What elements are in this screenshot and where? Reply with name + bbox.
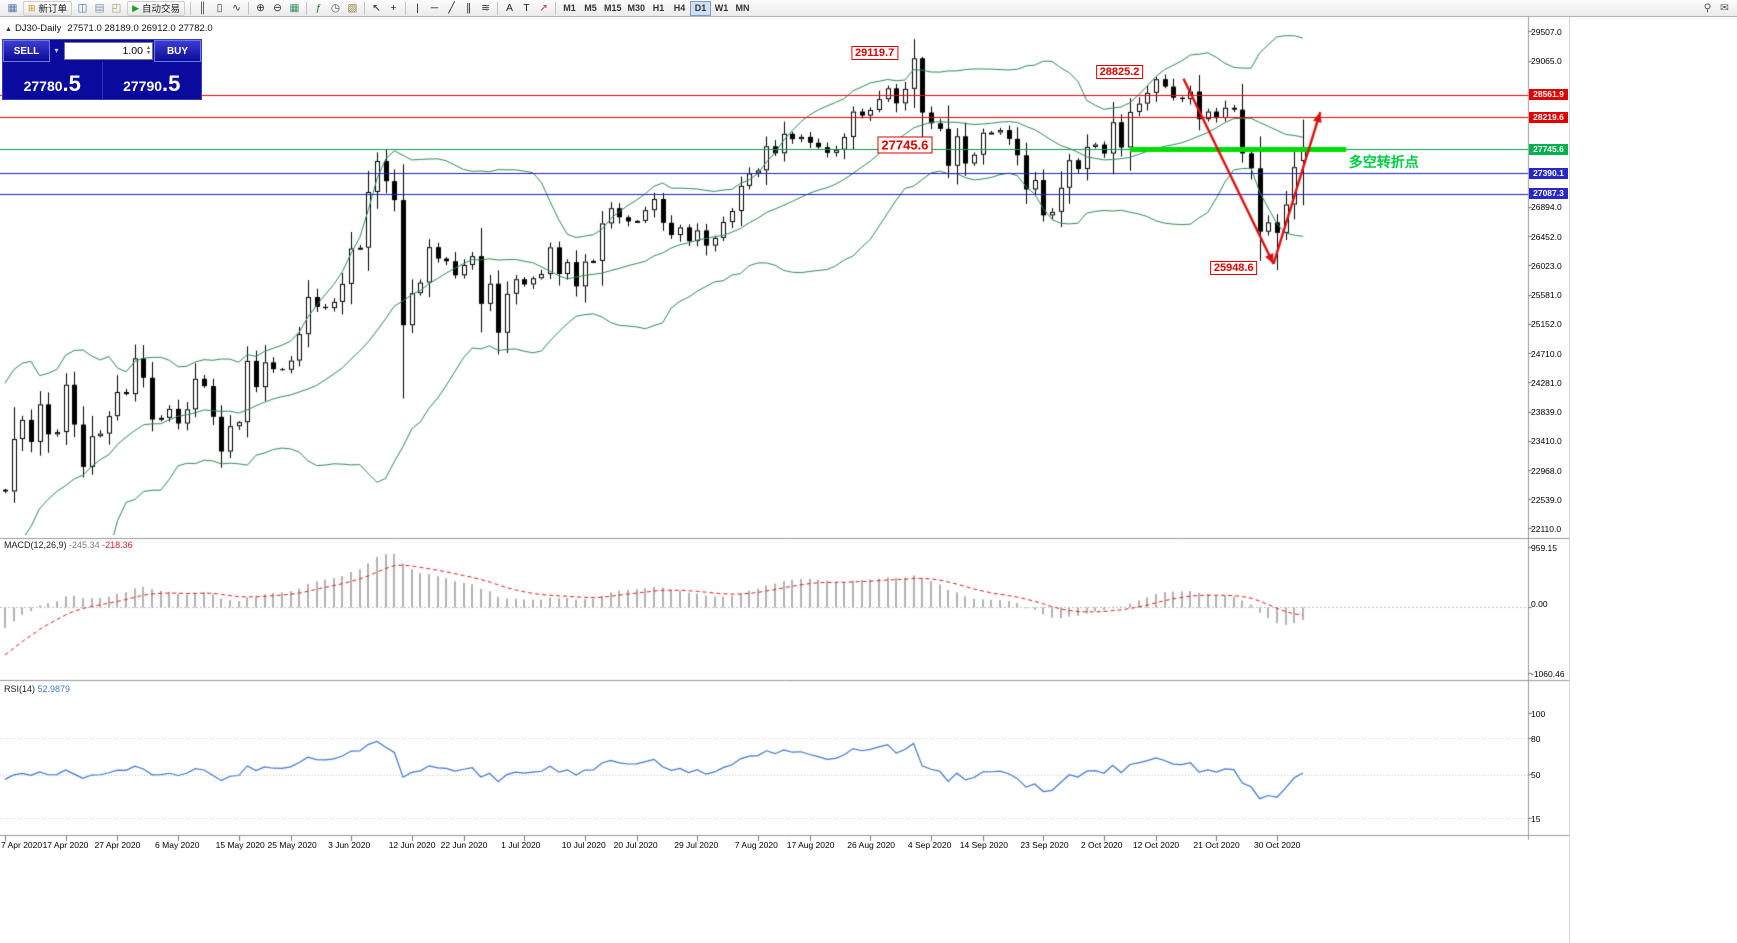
buy-price: 27790.5 — [101, 62, 202, 99]
rsi-indicator-label: RSI(14) 52.9879 — [4, 684, 70, 694]
text-icon[interactable]: A — [505, 1, 513, 14]
right-empty-pane — [1569, 17, 1737, 943]
buy-button[interactable]: BUY — [154, 40, 201, 62]
toolbar-separator — [405, 1, 406, 15]
macd-indicator-label: MACD(12,26,9) -245.34 -218.36 — [4, 540, 133, 550]
timeframe-toolbar: M1 M5 M15 M30 H1 H4 D1 W1 MN — [559, 0, 753, 16]
volume-field: ▴ ▾ — [64, 42, 153, 60]
equidistant-channel-icon[interactable]: ∥ — [465, 1, 472, 14]
sell-price-frac: .5 — [62, 71, 81, 96]
one-click-trading-panel: SELL ▾ ▴ ▾ BUY 27780.5 27790.5 — [2, 39, 202, 100]
new-chart-icon[interactable]: ▦ — [7, 1, 18, 14]
community-icon[interactable]: ✉ — [1720, 1, 1729, 14]
volume-spin-down-icon[interactable]: ▾ — [146, 50, 150, 56]
macd-main-value: -245.34 — [69, 540, 100, 550]
timeframe-mn-button[interactable]: MN — [732, 1, 753, 16]
volume-spin-up-icon[interactable]: ▴ — [146, 45, 150, 51]
new-order-button[interactable]: ⊞ 新订单 — [23, 0, 73, 16]
timeframe-m1-button[interactable]: M1 — [559, 1, 580, 16]
search-icon[interactable]: ⚲ — [1703, 1, 1712, 14]
ohlc-values: 27571.0 28189.0 26912.0 27782.0 — [67, 23, 213, 34]
new-order-button-icon: ⊞ — [28, 2, 36, 13]
toolbar-separator — [306, 1, 307, 15]
chart-title: ▲ DJ30-Daily 27571.0 28189.0 26912.0 27782… — [5, 23, 213, 34]
sell-price: 27780.5 — [3, 62, 102, 99]
buy-price-frac: .5 — [162, 71, 181, 96]
timeframe-h4-button[interactable]: H4 — [669, 1, 690, 16]
cursor-icon[interactable]: ↖ — [372, 1, 381, 14]
toolbar-right-group: ⚲ ✉ — [1699, 1, 1733, 16]
rsi-name: RSI(14) — [4, 684, 36, 694]
toolbar-separator — [364, 1, 365, 15]
volume-input[interactable] — [65, 45, 145, 57]
trendline-icon[interactable]: ╱ — [448, 1, 455, 14]
new-order-button-label: 新订单 — [38, 4, 68, 15]
chart-area[interactable] — [0, 17, 1569, 943]
main-toolbar: ▦ ⊞ 新订单 ◫ ▤ ◰ ▶ 自动交易 ║ ▯ ∿ ⊕ ⊖ ▦ ƒ ◷ ▧ ↖ + | ─ ╱ ∥ ≋ A T ↗ M1 M5 M15… — [0, 0, 1737, 17]
collapse-panel-icon[interactable]: ▲ — [5, 26, 12, 33]
arrows-icon[interactable]: ↗ — [539, 1, 548, 14]
templates-icon[interactable]: ▧ — [347, 1, 358, 14]
indicators-icon[interactable]: ƒ — [315, 1, 322, 14]
line-chart-icon[interactable]: ∿ — [232, 1, 241, 14]
timeframe-m30-button[interactable]: M30 — [625, 1, 649, 16]
macd-name: MACD(12,26,9) — [4, 540, 67, 550]
toolbar-icons-group: ▦ ⊞ 新订单 ◫ ▤ ◰ ▶ 自动交易 ║ ▯ ∿ ⊕ ⊖ ▦ ƒ ◷ ▧ ↖ + | ─ ╱ ∥ ≋ A T ↗ — [4, 0, 559, 16]
autotrade-button-label: 自动交易 — [141, 4, 180, 15]
buy-price-main: 27790 — [123, 78, 163, 94]
timeframe-m5-button[interactable]: M5 — [580, 1, 601, 16]
data-window-icon[interactable]: ▤ — [94, 1, 105, 14]
volume-dropdown-icon[interactable]: ▾ — [54, 46, 59, 55]
symbol-period-label: DJ30-Daily — [14, 23, 62, 34]
periods-icon[interactable]: ◷ — [330, 1, 341, 14]
crosshair-icon[interactable]: + — [390, 1, 397, 14]
bar-chart-icon[interactable]: ║ — [198, 1, 207, 14]
rsi-value: 52.9879 — [37, 684, 71, 694]
zoom-in-icon[interactable]: ⊕ — [256, 1, 265, 14]
sell-button[interactable]: SELL — [3, 40, 50, 62]
timeframe-h1-button[interactable]: H1 — [648, 1, 669, 16]
timeframe-w1-button[interactable]: W1 — [711, 1, 732, 16]
toolbar-separator — [497, 1, 498, 15]
sell-price-main: 27780 — [23, 78, 63, 94]
toolbar-separator — [555, 1, 556, 15]
toolbar-separator — [248, 1, 249, 15]
timeframe-d1-button[interactable]: D1 — [690, 0, 712, 16]
volume-spinner[interactable]: ▴ ▾ — [145, 45, 152, 56]
tile-windows-icon[interactable]: ▦ — [289, 1, 300, 14]
zoom-out-icon[interactable]: ⊖ — [273, 1, 282, 14]
autotrade-button[interactable]: ▶ 自动交易 — [127, 0, 185, 16]
candlestick-chart-icon[interactable]: ▯ — [216, 1, 223, 14]
timeframe-m15-button[interactable]: M15 — [601, 1, 625, 16]
macd-signal-value: -218.36 — [102, 540, 133, 550]
navigator-icon[interactable]: ◰ — [111, 1, 122, 14]
horizontal-line-icon[interactable]: ─ — [430, 1, 439, 14]
vertical-line-icon[interactable]: | — [416, 1, 419, 14]
fibonacci-icon[interactable]: ≋ — [481, 1, 490, 14]
autotrade-button-icon: ▶ — [132, 2, 139, 13]
toolbar-separator — [190, 1, 191, 15]
market-watch-icon[interactable]: ◫ — [77, 1, 88, 14]
text-label-icon[interactable]: T — [523, 1, 530, 14]
